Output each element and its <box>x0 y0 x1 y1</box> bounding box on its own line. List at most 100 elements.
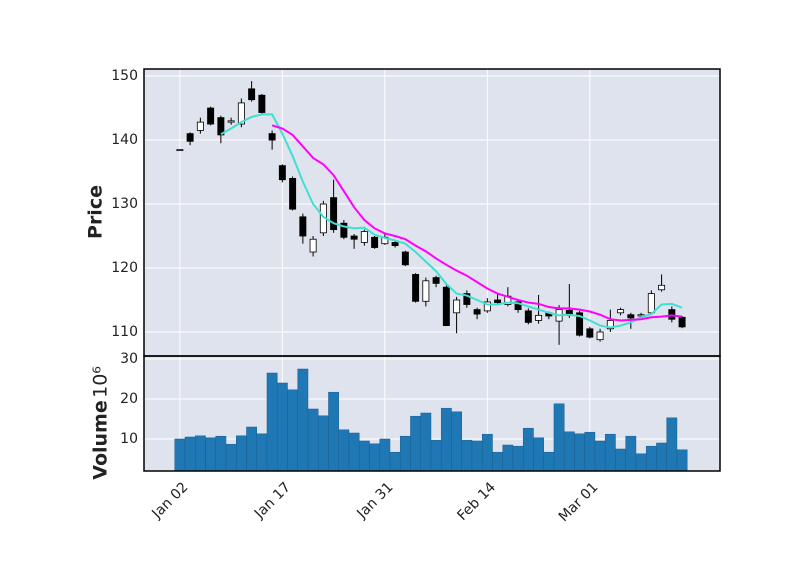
candle-body <box>483 301 491 312</box>
volume-bar <box>399 435 411 472</box>
volume-frame <box>143 355 721 472</box>
volume-bar <box>440 407 452 472</box>
volume-bar <box>574 433 585 472</box>
candle-body <box>237 102 245 125</box>
volume-bar <box>225 443 237 472</box>
volume-bar <box>471 440 483 472</box>
moving-average <box>220 113 683 329</box>
candle-body <box>494 299 502 303</box>
candle-body <box>330 197 338 231</box>
candle-body <box>207 107 215 125</box>
candle-body <box>524 310 532 323</box>
volume-bar <box>492 451 503 472</box>
volume-bar <box>512 445 524 472</box>
candle-body <box>606 320 614 330</box>
volume-bar <box>266 372 278 472</box>
candle-body <box>463 293 471 305</box>
candle-body <box>576 312 584 336</box>
candle-body <box>350 235 358 240</box>
volume-bar <box>594 440 606 472</box>
volume-bar <box>287 389 298 472</box>
volume-bar <box>481 433 493 472</box>
candle-body <box>647 293 655 314</box>
candle-body <box>309 238 317 253</box>
candle-body <box>678 316 686 328</box>
volume-bar <box>420 412 432 472</box>
volume-bar <box>584 431 596 472</box>
y-tick-label: 120 <box>111 260 138 276</box>
candle-body <box>473 309 481 315</box>
volume-bar <box>533 437 544 472</box>
volume-bar <box>604 433 616 472</box>
candle-body <box>176 149 184 152</box>
volume-bar <box>246 426 257 472</box>
volume-tick-label: 30 <box>120 351 138 367</box>
volume-tick-label: 20 <box>120 391 138 407</box>
marks <box>174 81 688 472</box>
price-ylabel: Price <box>85 185 107 239</box>
candle-body <box>401 251 409 266</box>
volume-bar <box>338 429 350 472</box>
volume-bar <box>256 433 268 472</box>
volume-bar <box>502 444 514 472</box>
candle-body <box>412 274 420 302</box>
price-panel <box>144 69 720 356</box>
candle-body <box>268 133 276 141</box>
candle-body <box>227 120 235 123</box>
volume-bar <box>625 435 637 472</box>
candle-body <box>289 178 297 210</box>
volume-bar <box>410 415 421 472</box>
candle-body <box>586 328 594 338</box>
x-tick-label: Jan 31 <box>353 479 396 522</box>
volume-bar <box>563 431 575 472</box>
candle-body <box>391 242 399 247</box>
candle-body <box>627 314 635 319</box>
y-tick-label: 130 <box>111 196 138 212</box>
candle-body <box>658 284 666 291</box>
moving-average <box>271 124 683 322</box>
volume-bar <box>522 427 534 472</box>
volume-bar <box>235 435 247 472</box>
candle-body <box>617 309 625 314</box>
volume-offset: 10⁶ <box>90 366 112 398</box>
candle-body <box>248 88 256 101</box>
candle-body <box>514 301 522 311</box>
y-tick-label: 110 <box>111 324 138 340</box>
y-tick-label: 150 <box>111 68 138 84</box>
volume-ylabel: Volume <box>90 400 112 479</box>
volume-bar <box>666 417 678 472</box>
candle-body <box>535 314 543 321</box>
candle-body <box>299 216 307 237</box>
candle-body <box>196 121 204 131</box>
x-tick-label: Jan 17 <box>251 479 294 522</box>
volume-bar <box>276 382 288 472</box>
x-tick-label: Feb 14 <box>454 479 499 524</box>
volume-bar <box>194 435 206 472</box>
candle-body <box>422 280 430 302</box>
candle-body <box>258 94 266 113</box>
volume-tick-label: 10 <box>120 431 138 447</box>
candle-body <box>340 222 348 238</box>
volume-bar <box>543 451 555 472</box>
candle-body <box>360 231 368 243</box>
volume-bar <box>379 438 391 472</box>
volume-bar <box>451 411 462 472</box>
candle-body <box>432 277 440 284</box>
candle-body <box>453 299 461 314</box>
volume-bar <box>645 445 657 472</box>
volume-bar <box>348 432 360 472</box>
volume-bar <box>317 415 329 472</box>
volume-bar <box>297 368 309 472</box>
volume-bar <box>389 451 401 472</box>
volume-bar <box>553 403 565 472</box>
candle-body <box>596 331 604 341</box>
x-tick-label: Mar 01 <box>556 479 602 525</box>
volume-bar <box>215 435 227 472</box>
volume-bar <box>635 453 647 472</box>
volume-bar <box>461 439 473 472</box>
candle-body <box>371 236 379 248</box>
volume-bar <box>184 436 196 472</box>
volume-bar <box>174 438 186 472</box>
x-tick-label: Jan 02 <box>148 479 191 522</box>
candle-body <box>186 133 194 142</box>
